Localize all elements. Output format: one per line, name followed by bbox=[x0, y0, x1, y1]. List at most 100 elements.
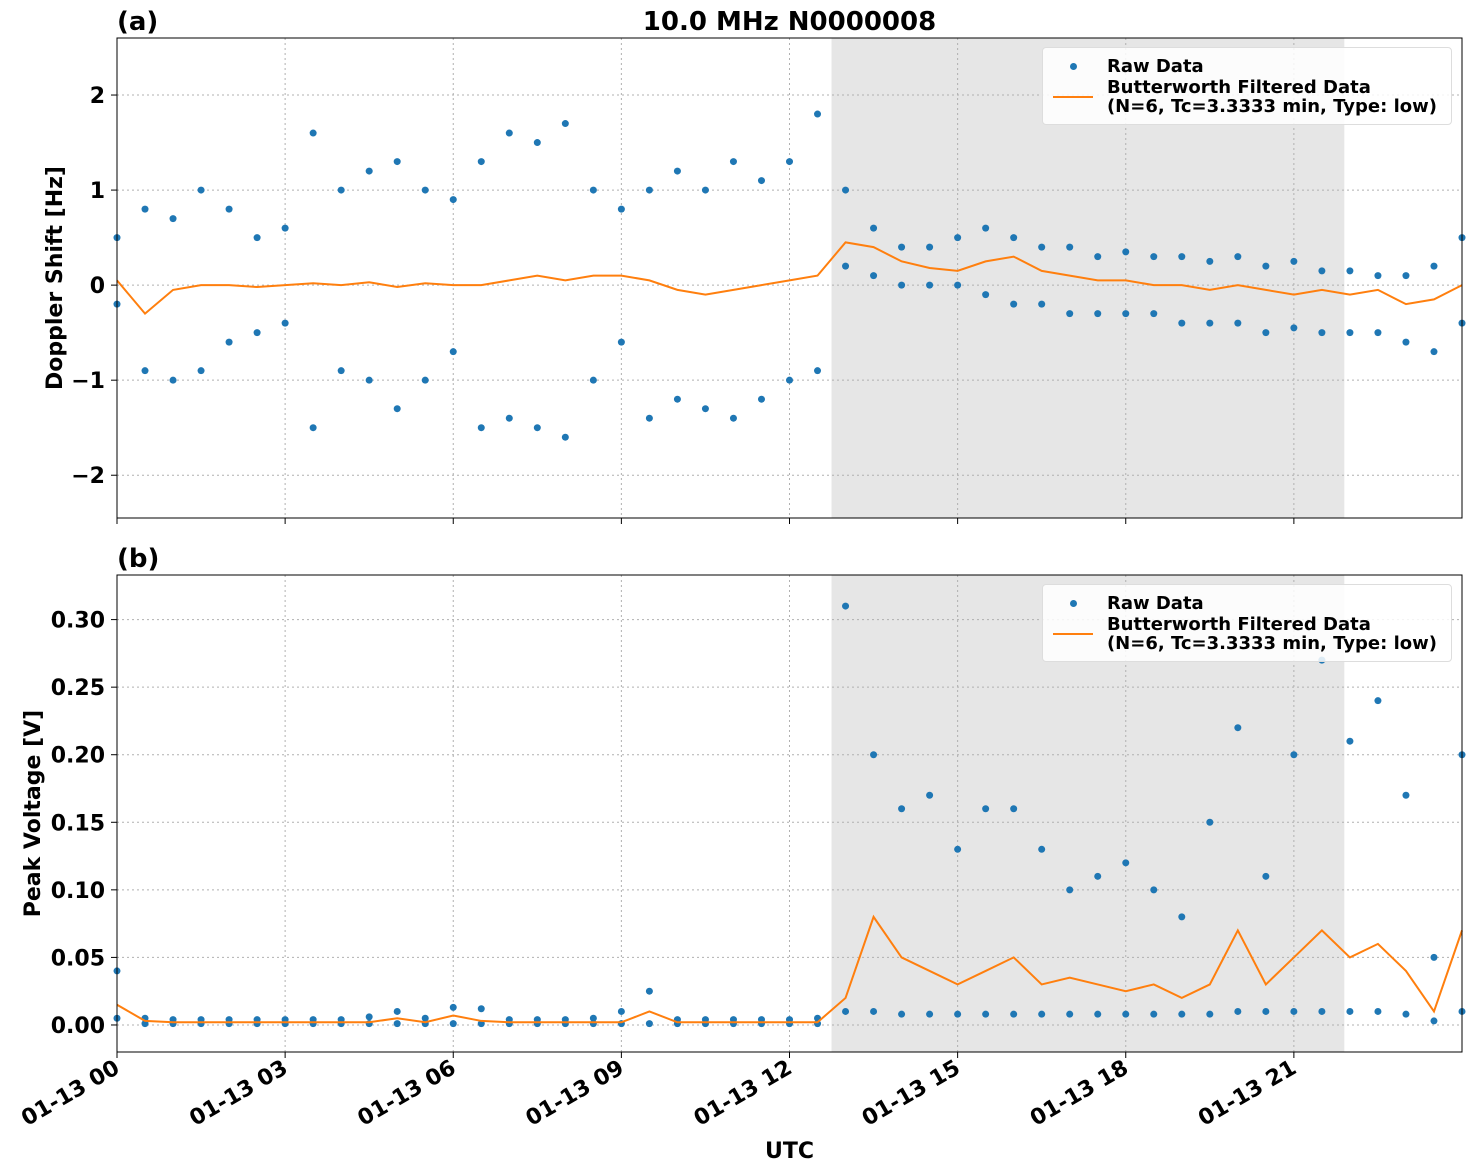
raw-point bbox=[449, 1003, 457, 1011]
raw-point bbox=[1262, 1007, 1270, 1015]
raw-point bbox=[673, 167, 681, 175]
x-tick-label: 01-13 18 bbox=[1026, 1056, 1133, 1132]
raw-point bbox=[1206, 319, 1214, 327]
raw-point bbox=[1066, 886, 1074, 894]
raw-point bbox=[1234, 1007, 1242, 1015]
raw-point bbox=[309, 424, 317, 432]
raw-point bbox=[1094, 253, 1102, 261]
raw-point bbox=[141, 367, 149, 375]
raw-point bbox=[1374, 272, 1382, 280]
y-tick-label: 0.30 bbox=[51, 609, 105, 634]
raw-point bbox=[281, 1020, 289, 1028]
raw-point bbox=[1234, 319, 1242, 327]
raw-point bbox=[757, 1020, 765, 1028]
raw-point bbox=[786, 1020, 793, 1028]
raw-point bbox=[1178, 1010, 1186, 1018]
legend-label: Raw Data bbox=[1106, 55, 1204, 77]
raw-point bbox=[870, 751, 878, 759]
raw-point bbox=[1010, 805, 1018, 813]
raw-point bbox=[1038, 1010, 1046, 1018]
raw-point bbox=[1038, 243, 1046, 251]
raw-point bbox=[757, 177, 765, 185]
raw-point bbox=[197, 367, 205, 375]
raw-point bbox=[982, 224, 990, 232]
raw-point bbox=[141, 205, 149, 213]
raw-point bbox=[337, 367, 345, 375]
raw-point bbox=[197, 186, 205, 194]
legend-label: Butterworth Filtered Data (N=6, Tc=3.333… bbox=[1106, 77, 1437, 117]
raw-point bbox=[1430, 953, 1438, 961]
raw-point bbox=[561, 120, 569, 128]
y-tick-label: 0.00 bbox=[51, 1014, 105, 1039]
legend-entry: Butterworth Filtered Data (N=6, Tc=3.333… bbox=[1052, 77, 1437, 117]
raw-point bbox=[1290, 324, 1298, 332]
raw-point bbox=[701, 405, 709, 413]
raw-point bbox=[589, 186, 597, 194]
raw-point bbox=[1150, 886, 1158, 894]
raw-point bbox=[1094, 310, 1102, 318]
raw-point bbox=[337, 186, 345, 194]
raw-point bbox=[1066, 310, 1074, 318]
raw-point bbox=[1010, 1010, 1018, 1018]
raw-point bbox=[589, 376, 597, 384]
raw-point bbox=[225, 205, 233, 213]
raw-point bbox=[786, 376, 793, 384]
raw-point bbox=[1010, 300, 1018, 308]
raw-point bbox=[842, 262, 850, 270]
raw-point bbox=[1094, 1010, 1102, 1018]
raw-point bbox=[898, 805, 906, 813]
raw-point bbox=[1122, 248, 1130, 256]
y-tick-label: 0 bbox=[90, 274, 105, 299]
raw-point bbox=[365, 1013, 373, 1021]
raw-point bbox=[870, 1007, 878, 1015]
x-tick-label: 01-13 00 bbox=[17, 1056, 124, 1132]
raw-point bbox=[421, 376, 429, 384]
raw-point bbox=[393, 1007, 401, 1015]
raw-point bbox=[1122, 859, 1130, 867]
raw-point bbox=[1374, 1007, 1382, 1015]
raw-point bbox=[169, 376, 177, 384]
raw-point bbox=[898, 1010, 906, 1018]
raw-point bbox=[477, 1005, 485, 1013]
raw-point bbox=[954, 281, 962, 289]
raw-point bbox=[617, 205, 625, 213]
raw-point bbox=[1402, 1010, 1410, 1018]
x-tick-label: 01-13 12 bbox=[690, 1056, 797, 1132]
raw-point bbox=[954, 1010, 962, 1018]
raw-point bbox=[1262, 262, 1270, 270]
raw-point bbox=[225, 1020, 233, 1028]
raw-point bbox=[870, 272, 878, 280]
raw-point bbox=[309, 1020, 317, 1028]
raw-point bbox=[1178, 913, 1186, 921]
raw-point bbox=[982, 1010, 990, 1018]
raw-point bbox=[870, 224, 878, 232]
raw-point bbox=[533, 1020, 541, 1028]
raw-point bbox=[1318, 267, 1326, 275]
plot-frame bbox=[116, 574, 1463, 1053]
raw-point bbox=[505, 414, 513, 422]
raw-point bbox=[225, 338, 233, 346]
raw-point bbox=[954, 845, 962, 853]
raw-point bbox=[926, 791, 934, 799]
y-axis-label: Peak Voltage [V] bbox=[21, 710, 46, 918]
chart-title: 10.0 MHz N0000008 bbox=[643, 7, 936, 37]
raw-point bbox=[1122, 310, 1130, 318]
raw-point bbox=[645, 186, 653, 194]
raw-point bbox=[477, 158, 485, 166]
raw-point bbox=[954, 234, 962, 242]
raw-point bbox=[1178, 319, 1186, 327]
raw-point bbox=[197, 1020, 205, 1028]
raw-point bbox=[533, 139, 541, 147]
raw-point bbox=[926, 243, 934, 251]
raw-point bbox=[449, 1020, 457, 1028]
raw-point bbox=[1206, 818, 1214, 826]
x-tick-label: 01-13 15 bbox=[858, 1056, 965, 1132]
raw-point bbox=[1346, 329, 1354, 337]
raw-point bbox=[421, 1014, 429, 1022]
raw-point bbox=[1178, 253, 1186, 261]
raw-point bbox=[253, 329, 261, 337]
legend-key bbox=[1052, 87, 1093, 107]
raw-point bbox=[1374, 697, 1382, 705]
legend: Raw Data Butterworth Filtered Data (N=6, … bbox=[1041, 47, 1452, 125]
raw-point bbox=[842, 186, 850, 194]
